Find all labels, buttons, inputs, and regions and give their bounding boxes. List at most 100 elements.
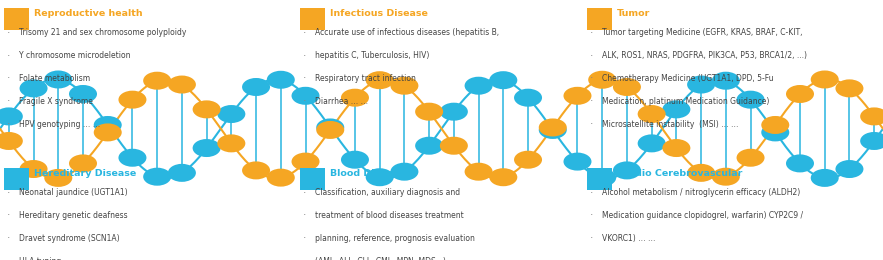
Text: ·: · xyxy=(7,233,11,243)
Text: ·: · xyxy=(303,28,306,38)
Text: Hereditary genetic deafness: Hereditary genetic deafness xyxy=(19,211,128,220)
Ellipse shape xyxy=(563,87,592,105)
Text: ·: · xyxy=(7,51,11,61)
Text: ·: · xyxy=(590,211,593,220)
Ellipse shape xyxy=(464,163,493,181)
Text: Folate metabolism: Folate metabolism xyxy=(19,74,90,83)
Text: Y chromosome microdeletion: Y chromosome microdeletion xyxy=(19,51,131,60)
Ellipse shape xyxy=(168,164,196,182)
Text: HPV genotyping … …: HPV genotyping … … xyxy=(19,120,101,129)
Text: Medication guidance clopidogrel, warfarin) CYP2C9 /: Medication guidance clopidogrel, warfari… xyxy=(602,211,804,220)
Text: ·: · xyxy=(590,74,593,83)
Ellipse shape xyxy=(390,163,419,181)
Ellipse shape xyxy=(94,124,122,141)
Ellipse shape xyxy=(687,76,715,94)
Text: Chemotherapy Medicine (UGT1A1, DPD, 5-Fu: Chemotherapy Medicine (UGT1A1, DPD, 5-Fu xyxy=(602,74,774,83)
FancyBboxPatch shape xyxy=(4,8,29,30)
Ellipse shape xyxy=(366,71,394,89)
Text: Trisomy 21 and sex chromosome polyploidy: Trisomy 21 and sex chromosome polyploidy xyxy=(19,28,186,37)
Ellipse shape xyxy=(316,119,344,136)
Ellipse shape xyxy=(489,168,517,186)
Ellipse shape xyxy=(217,105,245,123)
Ellipse shape xyxy=(118,149,147,167)
Ellipse shape xyxy=(662,139,691,157)
Ellipse shape xyxy=(69,154,97,172)
Ellipse shape xyxy=(613,161,641,179)
Text: ·: · xyxy=(7,96,11,106)
Ellipse shape xyxy=(811,169,839,187)
Ellipse shape xyxy=(860,132,883,150)
Ellipse shape xyxy=(860,107,883,125)
Ellipse shape xyxy=(440,103,468,121)
Ellipse shape xyxy=(192,139,221,157)
Ellipse shape xyxy=(366,168,394,186)
Ellipse shape xyxy=(835,160,864,178)
Text: Hereditary Disease: Hereditary Disease xyxy=(34,169,137,178)
Ellipse shape xyxy=(0,132,23,150)
Ellipse shape xyxy=(0,107,23,125)
Text: ·: · xyxy=(303,256,306,260)
FancyBboxPatch shape xyxy=(300,168,325,190)
Ellipse shape xyxy=(835,79,864,98)
Ellipse shape xyxy=(217,134,245,152)
Ellipse shape xyxy=(440,137,468,155)
Text: ·: · xyxy=(7,188,11,198)
Ellipse shape xyxy=(94,116,122,134)
Text: Microsatellite instability  (MSI) … …: Microsatellite instability (MSI) … … xyxy=(602,120,738,129)
Text: Fragile X syndrome: Fragile X syndrome xyxy=(19,97,93,106)
Ellipse shape xyxy=(539,119,567,136)
Text: Dravet syndrome (SCN1A): Dravet syndrome (SCN1A) xyxy=(19,234,120,243)
Text: treatment of blood diseases treatment: treatment of blood diseases treatment xyxy=(315,211,464,220)
Ellipse shape xyxy=(143,72,171,90)
FancyBboxPatch shape xyxy=(587,8,612,30)
Text: ·: · xyxy=(590,51,593,61)
Text: Infectious Disease: Infectious Disease xyxy=(330,9,428,18)
Text: hepatitis C, Tuberculosis, HIV): hepatitis C, Tuberculosis, HIV) xyxy=(315,51,429,60)
Text: ·: · xyxy=(303,233,306,243)
Ellipse shape xyxy=(638,134,666,152)
Ellipse shape xyxy=(736,149,765,167)
Ellipse shape xyxy=(415,103,443,121)
Text: Reproductive health: Reproductive health xyxy=(34,9,143,18)
Ellipse shape xyxy=(341,89,369,107)
Ellipse shape xyxy=(118,91,147,109)
Ellipse shape xyxy=(341,151,369,169)
Text: ·: · xyxy=(7,74,11,83)
Text: Tumor targeting Medicine (EGFR, KRAS, BRAF, C-KIT,: Tumor targeting Medicine (EGFR, KRAS, BR… xyxy=(602,28,803,37)
Ellipse shape xyxy=(316,121,344,139)
Ellipse shape xyxy=(588,71,616,89)
Ellipse shape xyxy=(811,70,839,88)
Ellipse shape xyxy=(786,85,814,103)
Ellipse shape xyxy=(242,161,270,179)
Ellipse shape xyxy=(291,153,320,171)
Ellipse shape xyxy=(687,164,715,182)
Ellipse shape xyxy=(168,76,196,94)
Ellipse shape xyxy=(563,153,592,171)
Text: Accurate use of infectious diseases (hepatitis B,: Accurate use of infectious diseases (hep… xyxy=(315,28,499,37)
Text: VKORC1) … …: VKORC1) … … xyxy=(602,234,655,243)
Ellipse shape xyxy=(192,100,221,118)
Text: ·: · xyxy=(590,188,593,198)
Text: ·: · xyxy=(7,28,11,38)
Text: Classification, auxiliary diagnosis and: Classification, auxiliary diagnosis and xyxy=(315,188,460,197)
Text: ·: · xyxy=(303,74,306,83)
FancyBboxPatch shape xyxy=(587,168,612,190)
Ellipse shape xyxy=(662,100,691,118)
Text: Blood Disease: Blood Disease xyxy=(330,169,405,178)
Ellipse shape xyxy=(464,77,493,95)
Text: ·: · xyxy=(590,96,593,106)
Text: ·: · xyxy=(590,233,593,243)
Ellipse shape xyxy=(69,85,97,103)
Ellipse shape xyxy=(267,169,295,187)
Text: Diarrhea … …: Diarrhea … … xyxy=(315,97,368,106)
Text: ·: · xyxy=(7,211,11,220)
Ellipse shape xyxy=(514,89,542,107)
Text: ·: · xyxy=(303,51,306,61)
Ellipse shape xyxy=(44,169,72,187)
FancyBboxPatch shape xyxy=(300,8,325,30)
Text: ·: · xyxy=(590,119,593,129)
Ellipse shape xyxy=(291,87,320,105)
Text: planning, reference, prognosis evaluation: planning, reference, prognosis evaluatio… xyxy=(315,234,475,243)
Text: Alcohol metabolism / nitroglycerin efficacy (ALDH2): Alcohol metabolism / nitroglycerin effic… xyxy=(602,188,800,197)
Ellipse shape xyxy=(712,168,740,186)
